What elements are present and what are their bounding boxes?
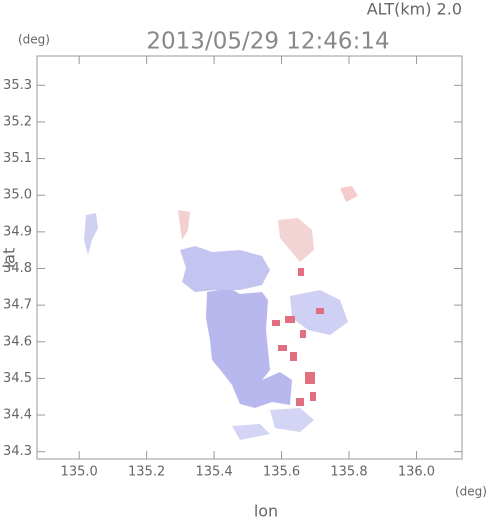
- y-tick-label: 34.8: [3, 261, 32, 276]
- plot-frame: [36, 55, 463, 460]
- echo-pink: [278, 218, 314, 262]
- echo-red-cell: [310, 392, 316, 401]
- x-tick-label: 136.0: [398, 465, 435, 480]
- x-tick-label: 135.6: [263, 465, 300, 480]
- echo-blue: [206, 288, 292, 408]
- x-tick-label: 135.0: [61, 465, 98, 480]
- echo-field: [84, 186, 358, 440]
- echo-red-cell: [305, 372, 315, 384]
- echo-red-cell: [300, 330, 306, 338]
- echo-blue: [232, 424, 270, 440]
- x-tick-label: 135.8: [330, 465, 367, 480]
- echo-blue: [180, 246, 270, 292]
- y-tick-label: 34.3: [3, 444, 32, 459]
- y-tick-label: 34.4: [3, 408, 32, 423]
- echo-red-cell: [278, 345, 287, 351]
- echo-red-cell: [285, 316, 295, 323]
- echo-pink: [340, 186, 358, 202]
- echo-pink: [178, 210, 190, 240]
- y-tick-label: 34.7: [3, 298, 32, 313]
- y-tick-label: 34.5: [3, 371, 32, 386]
- echo-red-cell: [296, 398, 304, 406]
- echo-red-cell: [298, 268, 304, 276]
- echo-red: [272, 268, 324, 406]
- chart-title: 2013/05/29 12:46:14: [146, 29, 389, 55]
- y-tick-label: 34.9: [3, 224, 32, 239]
- y-tick-label: 35.1: [3, 151, 32, 166]
- x-axis-label: lon: [254, 502, 278, 521]
- echo-blue: [84, 213, 98, 255]
- echo-red-cell: [316, 308, 324, 314]
- y-tick-label: 35.3: [3, 78, 32, 93]
- echo-red-cell: [272, 320, 280, 326]
- x-tick-label: 135.4: [195, 465, 232, 480]
- y-tick-label: 34.6: [3, 334, 32, 349]
- x-unit: (deg): [455, 485, 487, 499]
- y-tick-label: 35.0: [3, 188, 32, 203]
- echo-red-cell: [290, 352, 297, 361]
- altitude-label: ALT(km) 2.0: [367, 0, 462, 19]
- y-unit: (deg): [18, 33, 50, 47]
- y-tick-label: 35.2: [3, 114, 32, 129]
- echo-blue: [270, 408, 314, 432]
- y-axis-label: lat: [0, 248, 19, 269]
- x-tick-label: 135.2: [128, 465, 165, 480]
